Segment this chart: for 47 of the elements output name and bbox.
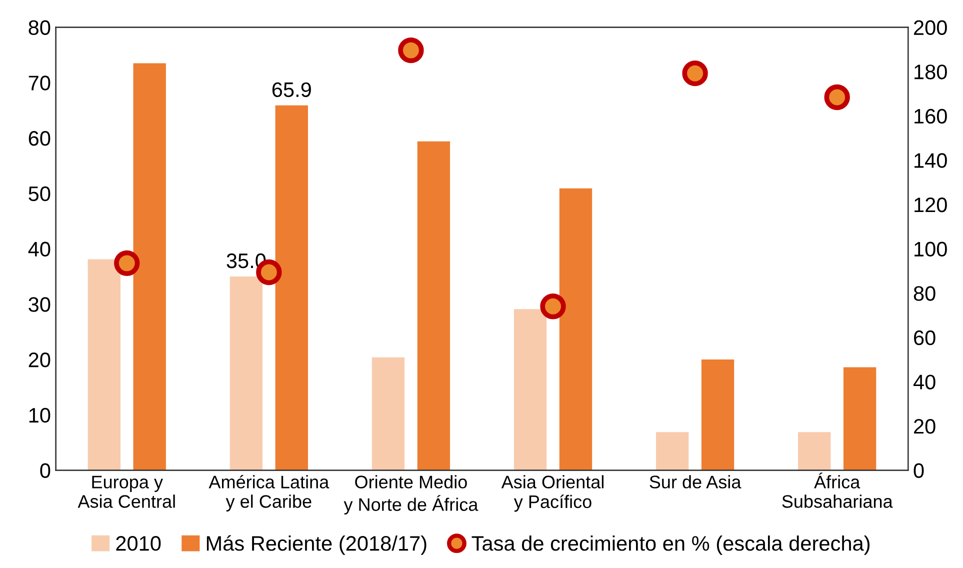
y-tick-label: 30 (28, 297, 50, 312)
y-tick-label: 40 (28, 242, 50, 257)
x-tick-label: Oriente Medio y Norte de África (344, 475, 478, 515)
y-tick-label: 60 (28, 131, 50, 146)
bar (843, 367, 876, 470)
y2-tick-label: 40 (913, 374, 936, 390)
y2-tick-label: 80 (914, 286, 936, 301)
bar (88, 259, 120, 470)
y2-tick-label: 180 (914, 64, 947, 80)
bar (417, 141, 450, 470)
y2-tick-label: 140 (914, 153, 947, 168)
bar (275, 105, 308, 470)
point (114, 250, 140, 276)
point (824, 84, 850, 110)
bar (656, 432, 689, 470)
y-tick-label: 50 (28, 186, 50, 202)
y-tick-label: 70 (28, 76, 50, 90)
y2-tick-label: 120 (914, 197, 947, 212)
x-tick-label: África Subsahariana (782, 472, 893, 508)
y2-tick-label: 20 (914, 419, 936, 434)
y-tick-label: 0 (40, 463, 50, 478)
bar (559, 188, 592, 470)
y-tick-label: 80 (28, 20, 50, 36)
x-tick-label: Europa y Asia Central (78, 476, 175, 508)
y-tick-label: 20 (28, 352, 50, 368)
bar (798, 432, 831, 470)
bar (372, 357, 405, 470)
y2-tick-label: 60 (914, 330, 936, 346)
legend-label: Más Reciente (2018/17) (206, 535, 426, 555)
x-tick-label: América Latina y el Caribe (208, 474, 330, 512)
y2-tick-label: 100 (914, 242, 947, 257)
y-tick-label: 10 (29, 408, 50, 423)
bar (230, 276, 263, 470)
point (540, 294, 566, 320)
y2-tick-label: 200 (914, 20, 947, 36)
y2-tick-label: 160 (914, 108, 947, 124)
x-tick-label: Asia Oriental y Pacífico (501, 475, 604, 512)
x-tick-label: Sur de Asia (650, 475, 742, 488)
data-label: 65.9 (272, 82, 311, 98)
bar (133, 63, 166, 470)
bar (514, 309, 547, 470)
legend-label: 2010 (116, 536, 161, 551)
point (682, 60, 708, 86)
bar (701, 360, 734, 470)
y2-tick-label: 0 (914, 463, 924, 478)
legend-label: Tasa de crecimiento en % (escala derecha) (472, 536, 870, 555)
point (398, 37, 424, 64)
